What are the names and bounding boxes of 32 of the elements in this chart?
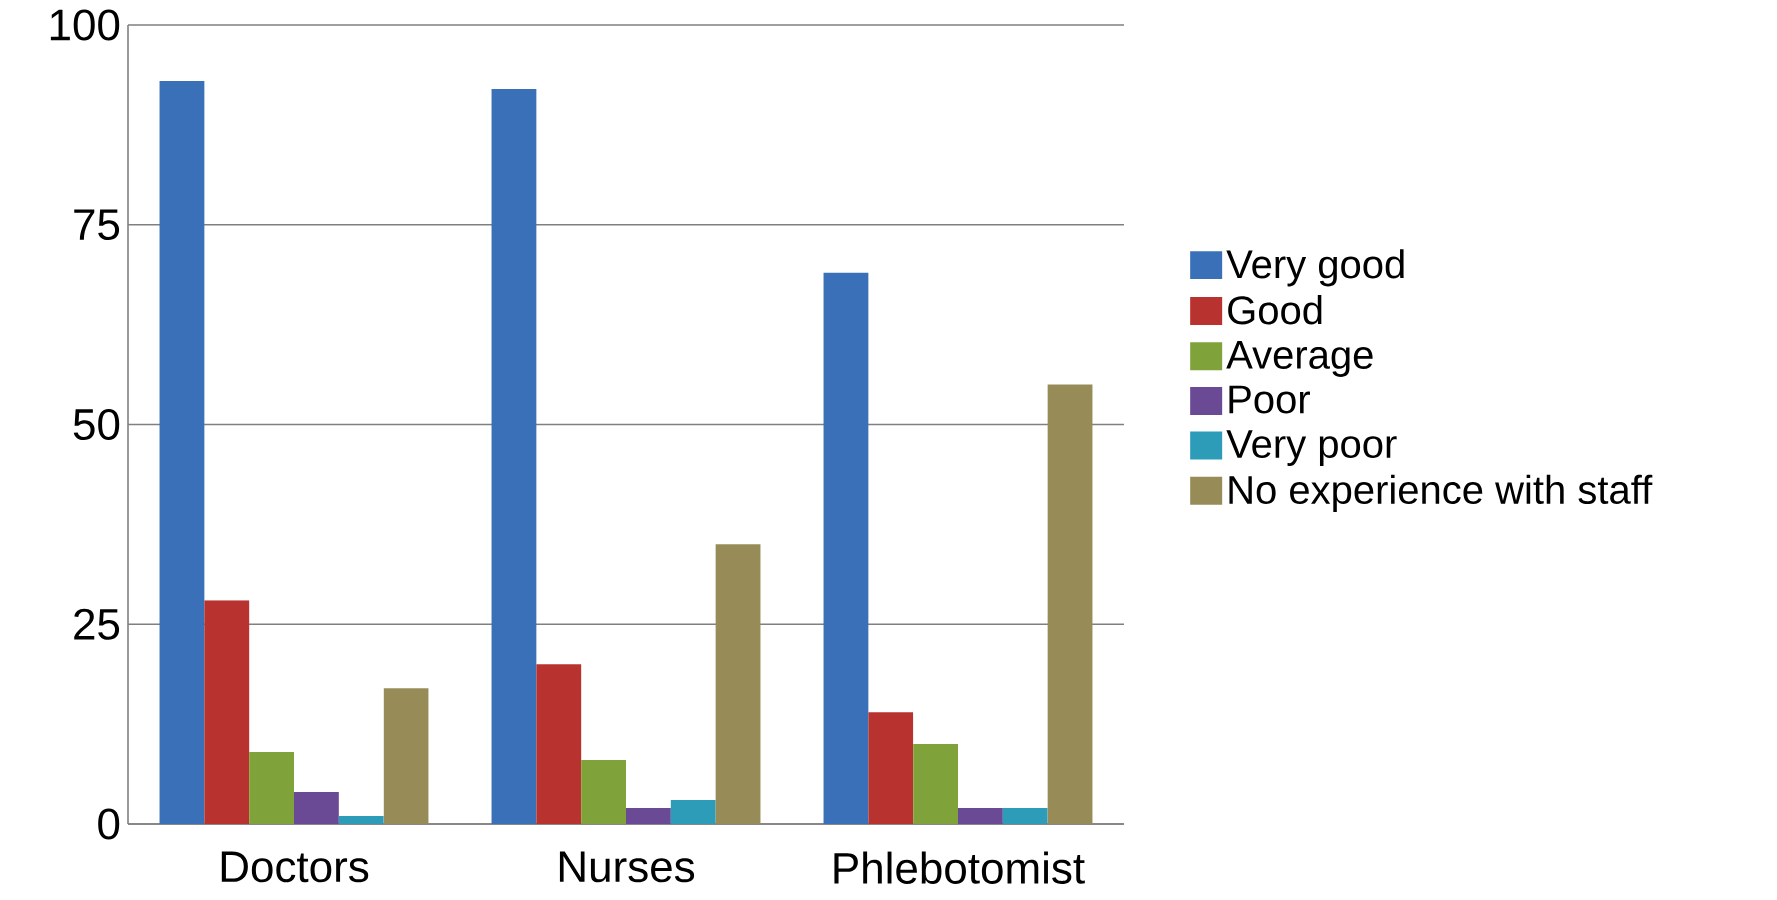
bar bbox=[294, 792, 339, 824]
y-tick-label: 75 bbox=[74, 209, 120, 241]
bar bbox=[868, 712, 914, 824]
bar bbox=[338, 816, 384, 824]
y-tick-label: 25 bbox=[74, 608, 120, 640]
bar bbox=[1047, 384, 1093, 824]
legend-label: Good bbox=[1228, 295, 1322, 325]
bar bbox=[958, 808, 1003, 824]
legend-label: No experience with staff bbox=[1229, 474, 1653, 512]
legend-label: Average bbox=[1226, 341, 1373, 377]
bar bbox=[715, 544, 761, 824]
bar bbox=[159, 80, 205, 824]
bar bbox=[491, 88, 537, 824]
bar bbox=[204, 600, 250, 824]
bar bbox=[536, 664, 582, 824]
bar bbox=[823, 272, 869, 824]
bar bbox=[670, 800, 716, 824]
bar bbox=[1002, 808, 1048, 824]
bar bbox=[249, 752, 295, 824]
x-tick-label: Nurses bbox=[559, 851, 695, 883]
legend-label: Very good bbox=[1226, 249, 1404, 287]
y-tick-label: 100 bbox=[50, 9, 120, 41]
x-tick-label: Doctors bbox=[221, 851, 369, 883]
x-tick-label: Phlebotomist bbox=[834, 851, 1085, 884]
legend-label: Poor bbox=[1229, 385, 1310, 414]
bar bbox=[383, 688, 429, 824]
bar bbox=[626, 808, 671, 824]
bar bbox=[913, 744, 959, 824]
y-tick-label: 50 bbox=[73, 408, 120, 441]
bar bbox=[581, 760, 626, 824]
y-tick-label: 0 bbox=[98, 808, 120, 840]
legend-label: Very poor bbox=[1226, 430, 1397, 466]
